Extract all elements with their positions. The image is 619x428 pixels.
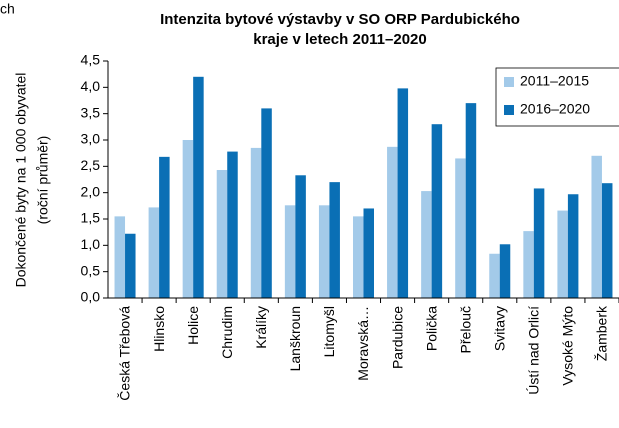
bar [387, 146, 398, 298]
y-tick-label: 3,0 [81, 131, 101, 147]
bar [216, 170, 228, 298]
y-tick-label: 3,5 [81, 104, 101, 120]
bar [227, 151, 238, 298]
bar [523, 231, 534, 298]
bar [193, 76, 204, 298]
legend-swatch [504, 77, 514, 87]
y-tick-label: 1,5 [81, 210, 101, 226]
x-tick-label: Vysoké Mýto [560, 306, 576, 386]
x-tick-label: Holice [185, 306, 201, 345]
x-tick-label: Ústí nad Orlicí [526, 306, 542, 395]
x-tick-label: Pardubice [389, 306, 405, 369]
bar [329, 182, 340, 298]
bar [455, 158, 466, 298]
bar [250, 147, 262, 298]
bar [489, 253, 500, 298]
y-axis-label: Dokončené byty na 1 000 obyvatel [13, 73, 29, 288]
bar [567, 194, 579, 298]
bar [318, 205, 330, 298]
bar [159, 156, 170, 298]
legend-box [495, 67, 619, 127]
bar [284, 205, 296, 298]
bar [125, 233, 136, 298]
bar [499, 244, 511, 298]
y-axis-label: (roční průměr) [35, 136, 51, 225]
bar [182, 140, 194, 298]
bar [465, 103, 477, 298]
annotation: ch [0, 1, 15, 17]
bar [353, 216, 364, 298]
x-tick-label: Lanškroun [287, 306, 303, 371]
y-tick-label: 2,0 [81, 183, 101, 199]
x-tick-label: Polička [423, 306, 439, 351]
y-tick-label: 0,5 [81, 262, 101, 278]
chart-title: kraje v letech 2011–2020 [253, 31, 426, 48]
bar [533, 188, 545, 298]
x-tick-label: Česká Třebová [117, 306, 133, 401]
bar [591, 155, 602, 298]
bar [421, 191, 432, 298]
legend-swatch [504, 105, 514, 115]
y-tick-label: 4,0 [81, 78, 101, 94]
bar [397, 88, 409, 299]
x-tick-label: Žamberk [594, 305, 610, 361]
y-tick-label: 0,0 [81, 289, 101, 305]
x-tick-label: Hlinsko [151, 306, 167, 352]
y-tick-label: 2,5 [81, 157, 101, 173]
bar [261, 108, 272, 299]
x-tick-label: Přelouč [457, 306, 473, 353]
x-tick-label: Svitavy [491, 306, 507, 351]
bar [431, 124, 443, 298]
x-tick-label: Králíky [253, 306, 269, 349]
bar [295, 175, 306, 298]
x-tick-label: Litomyšl [321, 306, 337, 357]
bar [557, 210, 568, 298]
bar [363, 208, 374, 298]
x-tick-label: Moravská… [355, 306, 371, 381]
bar [114, 216, 126, 298]
y-tick-label: 4,5 [81, 52, 101, 68]
bar [148, 207, 160, 298]
legend-label: 2011–2015 [520, 73, 589, 89]
legend-label: 2016–2020 [520, 101, 590, 117]
chart-title: Intenzita bytové výstavby v SO ORP Pardu… [160, 11, 520, 28]
y-tick-label: 1,0 [81, 236, 101, 252]
x-tick-label: Chrudim [219, 306, 235, 359]
bar [601, 183, 613, 298]
